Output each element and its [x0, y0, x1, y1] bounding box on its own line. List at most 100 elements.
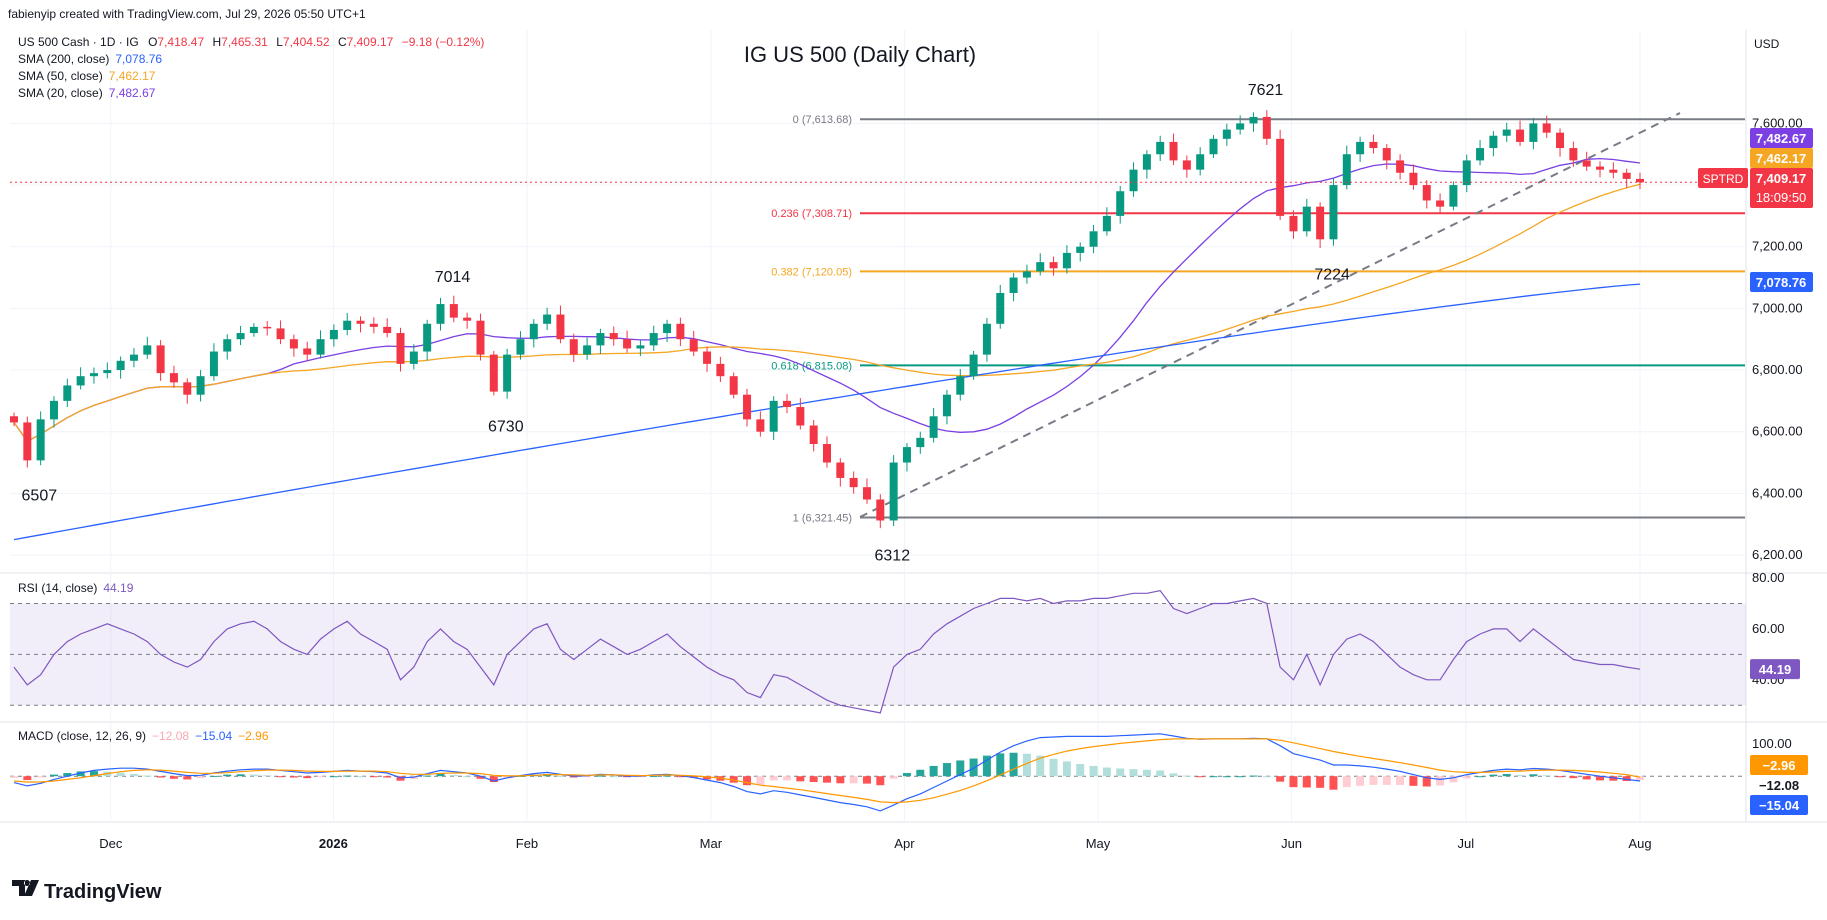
- price-badge: [1750, 128, 1813, 148]
- sma50-legend-value: 7,462.17: [109, 69, 156, 83]
- time-tick-label: Mar: [700, 836, 723, 851]
- macd-histogram-bar: [316, 776, 325, 778]
- macd-histogram-bar: [1262, 776, 1271, 778]
- candle-body: [516, 339, 525, 355]
- candle-body: [156, 345, 165, 374]
- candle-body: [1289, 215, 1298, 232]
- price-badge: [1750, 168, 1813, 208]
- candle-body: [783, 400, 792, 408]
- candle-body: [1569, 148, 1578, 161]
- svg-text:SMA (200, close)7,078.76: SMA (200, close) 7,078.76: [18, 52, 162, 66]
- candle-body: [449, 304, 458, 318]
- candle-body: [1196, 154, 1205, 170]
- macd-histogram-bar: [36, 776, 45, 778]
- macd-histogram-bar: [369, 776, 378, 778]
- macd-histogram-bar: [396, 776, 405, 781]
- price-annotation: 7621: [1248, 82, 1284, 99]
- macd-line: [13, 733, 1641, 812]
- candle-body: [49, 400, 58, 420]
- macd-histogram-bar: [449, 774, 458, 777]
- candle-body: [1009, 277, 1018, 293]
- candle-body: [249, 326, 258, 334]
- candle-body: [76, 376, 85, 386]
- macd-histogram-bar: [743, 776, 752, 786]
- macd-histogram-bar: [1036, 755, 1045, 777]
- candle-body: [356, 320, 365, 324]
- candle-body: [1449, 185, 1458, 207]
- macd-histogram-bar: [1329, 776, 1338, 790]
- time-tick-label: Dec: [99, 836, 123, 851]
- macd-histogram-bar: [1502, 773, 1511, 777]
- macd-badge-label: −12.08: [1759, 778, 1799, 793]
- time-axis[interactable]: Dec 2026 Feb Mar Apr May Jun Jul Aug: [99, 836, 1651, 851]
- macd-histogram-bar: [996, 753, 1005, 777]
- candle-body: [663, 323, 672, 334]
- macd-histogram-bar: [76, 771, 85, 777]
- sma200-legend-value: 7,078.76: [115, 52, 162, 66]
- macd-legend-label: MACD (close, 12, 26, 9): [18, 729, 146, 743]
- fib-label: 0.382 (7,120.05): [771, 266, 852, 278]
- currency-label: USD: [1754, 37, 1780, 51]
- macd-histogram-bar: [569, 776, 578, 778]
- macd-histogram-bar: [756, 776, 765, 785]
- macd-histogram-bar: [916, 769, 925, 777]
- svg-text:RSI (14, close)44.19: RSI (14, close) 44.19: [18, 581, 134, 595]
- macd-histogram-bar: [129, 773, 138, 777]
- macd-badge-label: −15.04: [1759, 798, 1800, 813]
- macd-histogram-bar: [343, 775, 352, 777]
- candle-body: [942, 394, 951, 417]
- candle-body: [1382, 148, 1391, 161]
- candle-body: [1476, 148, 1485, 161]
- macd-histogram-bar: [1529, 774, 1538, 777]
- candle-body: [596, 333, 605, 346]
- macd-badge-label: −2.96: [1763, 758, 1796, 773]
- macd-histogram-bar: [1516, 774, 1525, 777]
- candle-body: [929, 416, 938, 438]
- price-annotation: 7224: [1314, 266, 1350, 283]
- macd-histogram-bar: [809, 776, 818, 782]
- candle-body: [649, 333, 658, 346]
- candle-body: [1622, 172, 1631, 179]
- tradingview-logo[interactable]: TradingView: [12, 880, 162, 903]
- candle-body: [103, 370, 112, 374]
- macd-histogram-bar: [1009, 752, 1018, 777]
- candle-body: [1409, 172, 1418, 186]
- candle-body: [436, 304, 445, 324]
- rsi-background: [10, 602, 1746, 706]
- candle-body: [1249, 116, 1258, 124]
- candle-body: [1182, 160, 1191, 170]
- price-badge-label: 7,409.17: [1756, 171, 1807, 186]
- candle-body: [1529, 123, 1538, 142]
- macd-histogram-bar: [1569, 776, 1578, 779]
- macd-histogram-bar: [49, 774, 58, 777]
- candle-body: [1516, 129, 1525, 142]
- macd-histogram-bar: [143, 775, 152, 777]
- candle-body: [1102, 215, 1111, 232]
- macd-histogram-bar: [663, 775, 672, 777]
- svg-text:SMA (50, close)7,462.17: SMA (50, close) 7,462.17: [18, 69, 156, 83]
- time-tick-label: May: [1086, 836, 1111, 851]
- price-tick-label: 7,600.00: [1752, 115, 1803, 130]
- price-axis[interactable]: 7,600.007,400.007,200.007,000.006,800.00…: [1752, 115, 1803, 815]
- macd-histogram-bar: [249, 774, 258, 777]
- candle-body: [476, 320, 485, 355]
- svg-text:MACD (close, 12, 26, 9)−12.08−: MACD (close, 12, 26, 9) −12.08 −15.04 −2.96: [18, 729, 269, 743]
- candle-body: [503, 354, 512, 392]
- macd-histogram-bar: [1462, 776, 1471, 779]
- sma200-legend-label: SMA (200, close): [18, 52, 109, 66]
- candle-body: [609, 333, 618, 340]
- candle-body: [982, 323, 991, 355]
- candlesticks: [10, 110, 1644, 529]
- candle-body: [303, 348, 312, 355]
- candle-body: [1596, 166, 1605, 170]
- time-tick-label: Aug: [1628, 836, 1651, 851]
- candle-body: [369, 323, 378, 327]
- macd-histogram-bar: [1129, 769, 1138, 777]
- macd-histogram-bar: [929, 765, 938, 777]
- macd-histogram-bar: [1542, 775, 1551, 777]
- chart-title: IG US 500 (Daily Chart): [744, 42, 976, 67]
- price-tick-label: 7,000.00: [1752, 300, 1803, 315]
- macd-histogram-bar: [982, 755, 991, 777]
- time-tick-label: Apr: [894, 836, 915, 851]
- rsi-badge: [1750, 659, 1800, 680]
